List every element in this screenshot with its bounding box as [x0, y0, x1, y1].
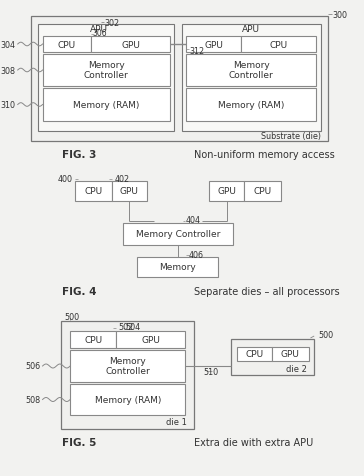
Text: FIG. 4: FIG. 4 — [62, 287, 97, 297]
Text: 306: 306 — [92, 30, 107, 39]
Text: GPU: GPU — [217, 187, 236, 196]
Text: CPU: CPU — [245, 350, 264, 359]
FancyBboxPatch shape — [43, 89, 170, 122]
FancyBboxPatch shape — [272, 347, 309, 361]
Text: Memory (RAM): Memory (RAM) — [73, 101, 139, 110]
Text: 302: 302 — [104, 19, 119, 28]
Text: CPU: CPU — [84, 335, 102, 344]
FancyBboxPatch shape — [31, 17, 328, 142]
Text: 400: 400 — [58, 174, 73, 183]
Text: 406: 406 — [189, 250, 204, 259]
Text: 402: 402 — [114, 174, 130, 183]
Text: 504: 504 — [126, 323, 141, 332]
Text: 500: 500 — [319, 331, 334, 340]
Text: 506: 506 — [25, 362, 41, 371]
FancyBboxPatch shape — [137, 258, 218, 278]
FancyBboxPatch shape — [209, 182, 244, 201]
Text: Controller: Controller — [229, 71, 273, 80]
Text: die 2: die 2 — [286, 365, 307, 374]
Text: 502: 502 — [118, 323, 133, 332]
Text: GPU: GPU — [121, 40, 140, 50]
Text: CPU: CPU — [270, 40, 288, 50]
FancyBboxPatch shape — [116, 331, 185, 348]
Text: Extra die with extra APU: Extra die with extra APU — [194, 437, 314, 447]
FancyBboxPatch shape — [70, 384, 185, 415]
Text: 510: 510 — [203, 368, 218, 377]
Text: Memory: Memory — [159, 263, 196, 272]
Text: APU: APU — [242, 25, 260, 34]
Text: Memory: Memory — [233, 61, 269, 70]
FancyBboxPatch shape — [231, 339, 314, 375]
FancyBboxPatch shape — [61, 321, 194, 429]
Text: Memory: Memory — [88, 61, 124, 70]
Text: FIG. 5: FIG. 5 — [62, 437, 96, 447]
Text: Memory Controller: Memory Controller — [136, 230, 220, 239]
FancyBboxPatch shape — [91, 37, 170, 53]
FancyBboxPatch shape — [186, 55, 316, 87]
FancyBboxPatch shape — [186, 37, 241, 53]
Text: 310: 310 — [1, 101, 16, 110]
FancyBboxPatch shape — [182, 25, 321, 132]
FancyBboxPatch shape — [112, 182, 147, 201]
Text: Separate dies – all processors: Separate dies – all processors — [194, 287, 340, 297]
Text: 312: 312 — [189, 46, 204, 55]
FancyBboxPatch shape — [241, 37, 316, 53]
FancyBboxPatch shape — [186, 89, 316, 122]
Text: Memory (RAM): Memory (RAM) — [218, 101, 284, 110]
Text: CPU: CPU — [84, 187, 102, 196]
Text: 300: 300 — [333, 10, 348, 20]
Text: GPU: GPU — [281, 350, 300, 359]
FancyBboxPatch shape — [43, 37, 91, 53]
FancyBboxPatch shape — [75, 182, 112, 201]
Text: APU: APU — [90, 25, 108, 34]
Text: GPU: GPU — [204, 40, 223, 50]
FancyBboxPatch shape — [70, 331, 116, 348]
Text: GPU: GPU — [141, 335, 160, 344]
FancyBboxPatch shape — [237, 347, 272, 361]
Text: 500: 500 — [65, 313, 80, 322]
Text: 308: 308 — [1, 66, 16, 75]
Text: Controller: Controller — [105, 367, 150, 376]
Text: 304: 304 — [1, 40, 16, 50]
Text: Memory: Memory — [109, 357, 146, 366]
Text: Substrate (die): Substrate (die) — [261, 131, 321, 140]
Text: Memory (RAM): Memory (RAM) — [95, 395, 161, 404]
FancyBboxPatch shape — [244, 182, 281, 201]
Text: 404: 404 — [185, 216, 200, 225]
Text: CPU: CPU — [254, 187, 272, 196]
Text: Controller: Controller — [84, 71, 128, 80]
Text: 508: 508 — [25, 395, 41, 404]
Text: Non-uniform memory access: Non-uniform memory access — [194, 149, 335, 159]
FancyBboxPatch shape — [123, 224, 233, 246]
FancyBboxPatch shape — [70, 350, 185, 382]
Text: FIG. 3: FIG. 3 — [62, 149, 96, 159]
Text: GPU: GPU — [120, 187, 139, 196]
Text: die 1: die 1 — [166, 417, 187, 426]
FancyBboxPatch shape — [43, 55, 170, 87]
Text: CPU: CPU — [58, 40, 76, 50]
FancyBboxPatch shape — [38, 25, 174, 132]
